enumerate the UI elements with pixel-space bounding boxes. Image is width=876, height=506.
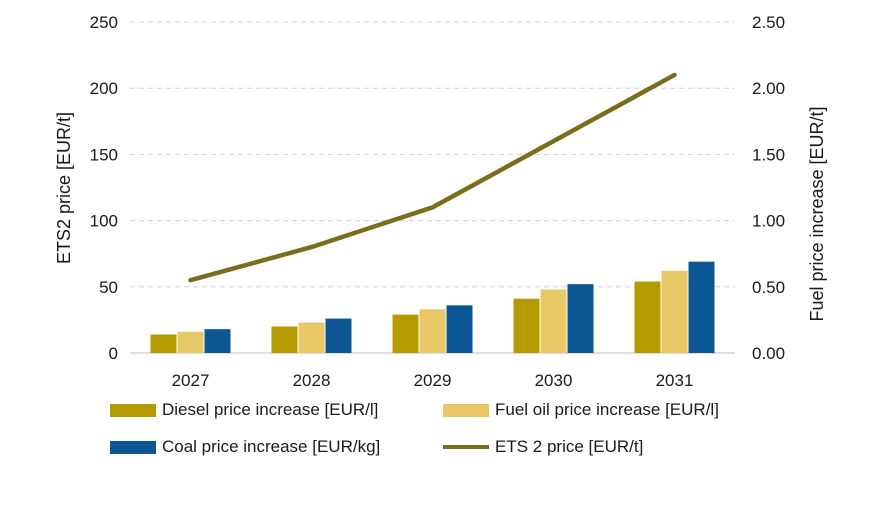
right-axis-title: Fuel price increase [EUR/t] (807, 106, 827, 321)
right-tick-label: 0.50 (752, 278, 785, 297)
left-tick-label: 150 (90, 145, 118, 164)
left-tick-label: 250 (90, 13, 118, 32)
left-axis-title: ETS2 price [EUR/t] (54, 112, 74, 264)
right-tick-label: 1.00 (752, 212, 785, 231)
x-tick-label: 2029 (414, 371, 452, 390)
bar-coal-2030 (567, 284, 594, 353)
legend-item-coal: Coal price increase [EUR/kg] (110, 437, 380, 457)
bars (150, 261, 715, 353)
x-tick-label: 2030 (535, 371, 573, 390)
legend-label-fuel-oil: Fuel oil price increase [EUR/l] (495, 400, 719, 419)
left-axis-ticks: 0 50 100 150 200 250 (90, 13, 118, 363)
left-tick-label: 50 (99, 278, 118, 297)
bar-fuel-2027 (177, 331, 204, 353)
left-tick-label: 100 (90, 212, 118, 231)
bar-fuel-2031 (661, 270, 688, 353)
left-tick-label: 0 (109, 344, 118, 363)
legend-label-coal: Coal price increase [EUR/kg] (162, 437, 381, 456)
legend-swatch-coal (110, 440, 156, 454)
right-axis-ticks: 0.00 0.50 1.00 1.50 2.00 2.50 (752, 13, 785, 363)
legend-item-fuel-oil: Fuel oil price increase [EUR/l] (443, 400, 719, 420)
bar-coal-2031 (688, 261, 715, 353)
legend-item-ets2: ETS 2 price [EUR/t] (443, 437, 643, 457)
x-tick-label: 2031 (656, 371, 694, 390)
x-axis-ticks: 2027 2028 2029 2030 2031 (172, 371, 694, 390)
right-tick-label: 0.00 (752, 344, 785, 363)
left-tick-label: 200 (90, 79, 118, 98)
legend-swatch-fuel-oil (443, 403, 489, 417)
bar-coal-2027 (204, 329, 231, 353)
right-tick-label: 2.00 (752, 79, 785, 98)
bar-coal-2029 (446, 305, 473, 353)
bar-fuel-2028 (298, 322, 325, 353)
bar-fuel-2029 (419, 309, 446, 353)
x-tick-label: 2027 (172, 371, 210, 390)
legend-item-diesel: Diesel price increase [EUR/l] (110, 400, 378, 420)
bar-diesel-2031 (634, 281, 661, 353)
legend-swatch-ets2 (443, 445, 489, 449)
line-series (188, 72, 677, 283)
bar-diesel-2029 (392, 314, 419, 353)
bar-fuel-2030 (540, 289, 567, 353)
right-tick-label: 2.50 (752, 13, 785, 32)
line-ets2-price (188, 72, 677, 283)
bar-diesel-2030 (513, 298, 540, 353)
x-tick-label: 2028 (293, 371, 331, 390)
bar-diesel-2028 (271, 326, 298, 353)
bar-diesel-2027 (150, 334, 177, 353)
right-tick-label: 1.50 (752, 145, 785, 164)
legend-label-diesel: Diesel price increase [EUR/l] (162, 400, 379, 419)
legend-label-ets2: ETS 2 price [EUR/t] (495, 437, 644, 456)
legend-swatch-diesel (110, 403, 156, 417)
bar-coal-2028 (325, 318, 352, 353)
